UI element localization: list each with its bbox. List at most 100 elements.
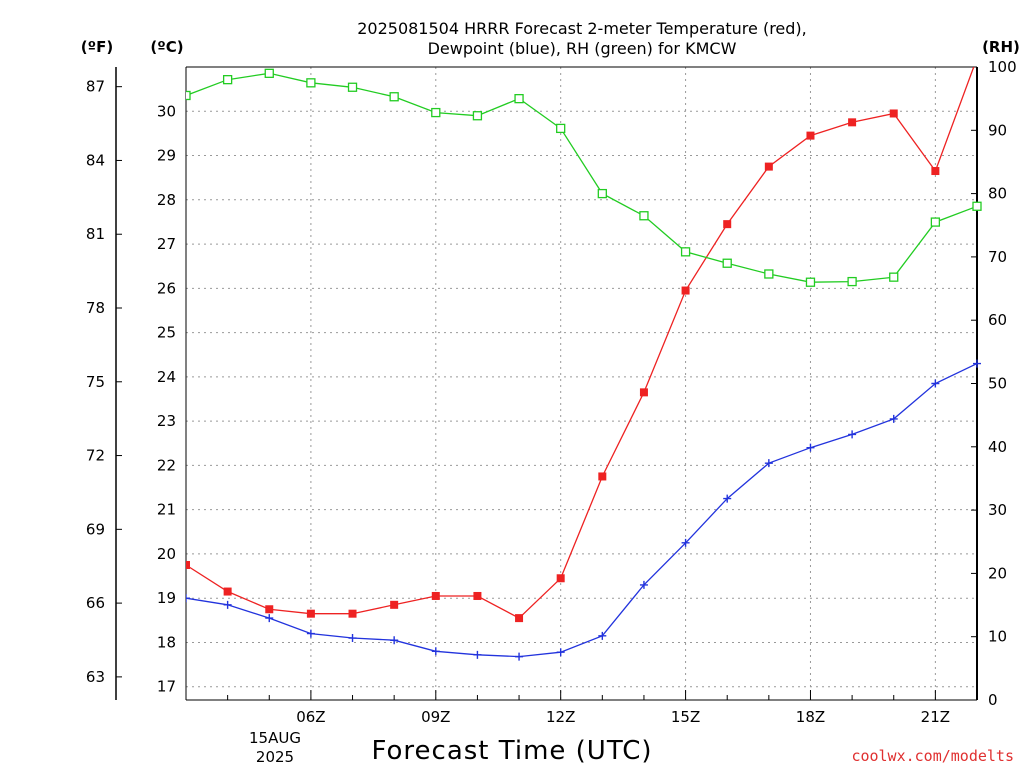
- rh-tick-label: 0: [988, 691, 998, 709]
- temperature-point: [681, 286, 690, 295]
- x-axis-label: Forecast Time (UTC): [371, 736, 652, 766]
- celsius-tick-label: 22: [157, 456, 176, 474]
- rh-tick-label: 90: [988, 121, 1007, 139]
- rh-point: [306, 78, 316, 88]
- celsius-tick-label: 19: [157, 589, 176, 607]
- temperature-point: [598, 472, 607, 481]
- temperature-point: [390, 600, 399, 609]
- temperature-point: [186, 560, 190, 569]
- dewpoint-point: [306, 629, 315, 638]
- fahrenheit-tick-label: 75: [86, 373, 105, 391]
- celsius-axis-unit: (ºC): [150, 38, 183, 56]
- temperature-point: [931, 167, 940, 176]
- rh-tick-label: 100: [988, 58, 1017, 76]
- x-tick-label: 09Z: [421, 708, 450, 726]
- celsius-tick-label: 25: [157, 324, 176, 342]
- rh-point: [389, 92, 399, 102]
- rh-point: [186, 90, 191, 101]
- dewpoint-point: [806, 443, 815, 452]
- fahrenheit-tick-label: 72: [86, 447, 105, 465]
- rh-point: [431, 107, 441, 118]
- celsius-tick-label: 26: [157, 279, 176, 297]
- chart-title-line1: 2025081504 HRRR Forecast 2-meter Tempera…: [357, 19, 807, 38]
- temperature-point: [515, 614, 524, 623]
- rh-tick-label: 20: [988, 564, 1007, 582]
- temperature-point: [764, 162, 773, 171]
- celsius-tick-label: 29: [157, 147, 176, 165]
- rh-point: [347, 82, 358, 92]
- source-watermark: coolwx.com/modelts: [851, 747, 1014, 765]
- dewpoint-point: [681, 538, 690, 547]
- temperature-point: [265, 605, 274, 614]
- rh-tick-label: 80: [988, 185, 1007, 203]
- temperature-point: [473, 591, 482, 600]
- rh-tick-label: 70: [988, 248, 1007, 266]
- rh-point: [597, 188, 607, 199]
- celsius-tick-label: 18: [157, 633, 176, 651]
- dewpoint-point: [515, 652, 524, 661]
- rh-tick-label: 30: [988, 501, 1007, 519]
- dewpoint-point: [598, 631, 607, 640]
- x-tick-label: 18Z: [796, 708, 825, 726]
- dewpoint-point: [265, 614, 274, 623]
- celsius-tick-label: 28: [157, 191, 176, 209]
- temperature-point: [556, 574, 565, 583]
- rh-tick-label: 50: [988, 375, 1007, 393]
- fahrenheit-tick-label: 81: [86, 225, 105, 243]
- dewpoint-point: [889, 414, 898, 423]
- rh-point: [556, 123, 566, 134]
- dewpoint-point: [186, 594, 190, 603]
- rh-point: [722, 258, 732, 268]
- temperature-point: [973, 54, 981, 62]
- dewpoint-point: [848, 430, 857, 439]
- rh-point: [472, 111, 483, 121]
- fahrenheit-tick-label: 63: [86, 668, 105, 686]
- axes: [115, 66, 978, 701]
- dewpoint-line: [186, 363, 978, 658]
- dewpoint-point: [473, 650, 482, 659]
- data-series: [186, 54, 982, 661]
- rh-line: [186, 72, 978, 283]
- dewpoint-point: [348, 634, 357, 643]
- temperature-point: [223, 587, 232, 596]
- tick-labels: 17 18 19 20 21 22 23 24 25 26 27 28 29 30 06Z 09Z 12Z 15Z…: [86, 58, 1017, 726]
- celsius-tick-label: 30: [157, 102, 176, 120]
- temperature-point: [306, 609, 315, 618]
- temperature-point: [889, 109, 898, 118]
- celsius-tick-label: 21: [157, 501, 176, 519]
- date-label-day: 15AUG: [249, 729, 301, 747]
- fahrenheit-tick-label: 87: [86, 78, 105, 96]
- temperature-line: [186, 67, 975, 619]
- x-tick-label: 06Z: [296, 708, 325, 726]
- rh-tick-label: 60: [988, 311, 1007, 329]
- rh-point: [889, 272, 899, 282]
- rh-point: [264, 68, 274, 78]
- fahrenheit-tick-label: 78: [86, 299, 105, 317]
- temperature-point: [723, 220, 732, 229]
- x-tick-label: 15Z: [671, 708, 700, 726]
- dewpoint-point: [390, 636, 399, 645]
- chart-title-line2: Dewpoint (blue), RH (green) for KMCW: [428, 39, 737, 58]
- rh-tick-label: 40: [988, 438, 1007, 456]
- dewpoint-point: [764, 459, 773, 468]
- temperature-point: [431, 591, 440, 600]
- rh-point: [847, 276, 857, 287]
- rh-point: [805, 277, 816, 287]
- rh-point: [764, 269, 774, 279]
- dewpoint-point: [723, 494, 732, 503]
- dewpoint-point: [973, 359, 981, 368]
- temperature-point: [348, 609, 357, 618]
- rh-point: [514, 94, 524, 104]
- celsius-tick-label: 23: [157, 412, 176, 430]
- fahrenheit-tick-label: 69: [86, 520, 105, 538]
- rh-tick-label: 10: [988, 628, 1007, 646]
- dewpoint-point: [223, 600, 232, 609]
- celsius-tick-label: 17: [157, 678, 176, 696]
- fahrenheit-tick-label: 66: [86, 594, 105, 612]
- rh-axis-unit: (RH): [982, 38, 1020, 56]
- x-tick-label: 21Z: [921, 708, 950, 726]
- fahrenheit-tick-label: 84: [86, 151, 105, 169]
- temperature-point: [806, 131, 815, 140]
- rh-point: [222, 75, 233, 85]
